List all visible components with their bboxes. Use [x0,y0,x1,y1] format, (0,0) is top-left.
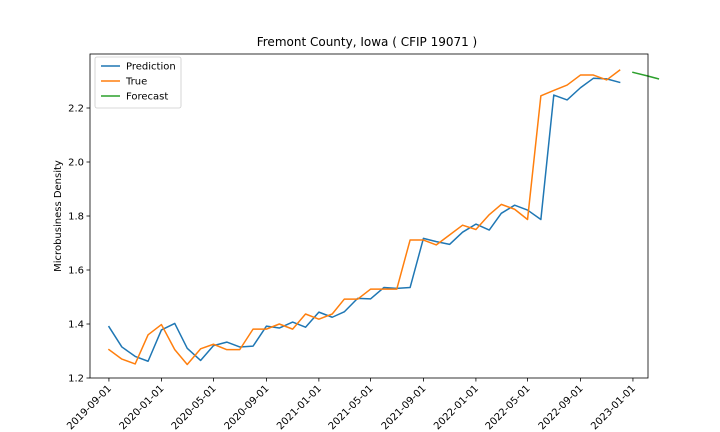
legend-label-prediction: Prediction [126,62,176,73]
legend: Prediction True Forecast [94,56,182,109]
y-tick-label: 1.4 [68,320,84,331]
y-axis-label: Microbusiness Density [53,160,64,272]
chart-title: Fremont County, Iowa ( CFIP 19071 ) [257,35,478,49]
y-tick-label: 1.2 [68,374,84,385]
series-line-forecast [632,71,660,80]
y-tick-label: 1.6 [68,266,84,277]
series-line-prediction [107,77,621,363]
series-line-true [107,69,621,366]
legend-label-forecast: Forecast [126,92,168,103]
y-tick-label: 1.8 [68,212,84,223]
y-tick-label: 2.0 [68,158,84,169]
legend-label-true: True [125,77,147,88]
y-tick-label: 2.2 [68,104,84,115]
series-layer [107,69,660,366]
